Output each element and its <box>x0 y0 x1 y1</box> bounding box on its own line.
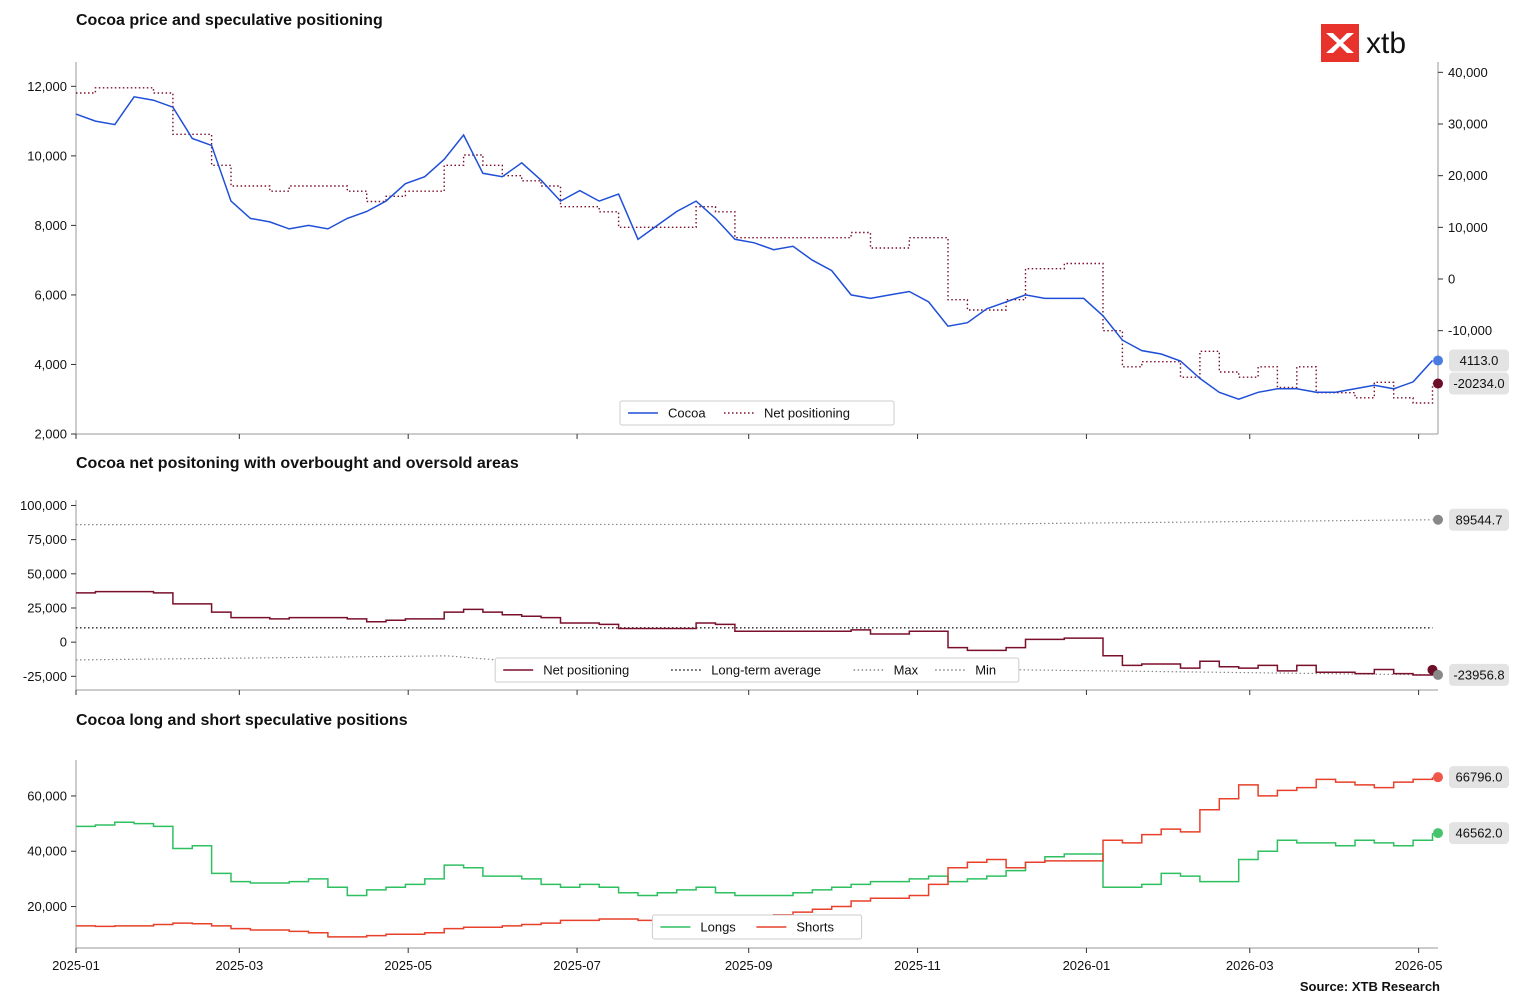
legend-label-net-positioning: Net positioning <box>764 406 850 421</box>
y-tick-label: 60,000 <box>27 788 67 803</box>
max-last-value: 89544.7 <box>1456 512 1503 527</box>
longs-last-value-bg <box>1449 822 1509 845</box>
y-tick-label: 4,000 <box>34 357 67 372</box>
y-tick-label: -25,000 <box>23 669 67 684</box>
y2-tick-label: 0 <box>1448 272 1455 287</box>
y-tick-label: 2,000 <box>34 427 67 442</box>
shorts-last-value-bg <box>1449 766 1509 789</box>
shorts-last-value: 66796.0 <box>1456 770 1503 785</box>
chart-3-title: Cocoa long and short speculative positio… <box>76 712 408 729</box>
longs-last-value-dot <box>1433 828 1443 839</box>
net-positioning-last-value-bg <box>1449 372 1509 395</box>
y-tick-label: 8,000 <box>34 218 67 233</box>
source-note: Source: XTB Research <box>1300 979 1440 994</box>
y-tick-label: 20,000 <box>27 899 67 914</box>
cocoa-last-value: 4113.0 <box>1460 353 1499 368</box>
y-tick-label: 6,000 <box>34 287 67 302</box>
x-tick-label: 2025-11 <box>894 958 941 973</box>
min-last-value: -23956.8 <box>1453 667 1504 682</box>
y2-tick-label: 40,000 <box>1448 65 1488 80</box>
legend-label-net-positioning: Net positioning <box>543 663 629 678</box>
x-tick-label: 2026-05 <box>1395 958 1443 973</box>
longs-line <box>76 821 1434 897</box>
x-tick-label: 2025-09 <box>725 958 773 973</box>
y-tick-label: 100,000 <box>20 498 67 513</box>
net-positioning-last-value-dot <box>1433 378 1443 389</box>
max-last-value-dot <box>1433 514 1443 525</box>
chart-2-title: Cocoa net positoning with overbought and… <box>76 455 519 472</box>
y2-tick-label: 10,000 <box>1448 220 1488 235</box>
net-positioning-line <box>76 87 1434 404</box>
x-tick-label: 2025-05 <box>384 958 432 973</box>
x-tick-label: 2025-03 <box>215 958 263 973</box>
x-tick-label: 2026-03 <box>1226 958 1274 973</box>
x-tick-label: 2025-01 <box>52 958 100 973</box>
y-tick-label: 10,000 <box>27 148 67 163</box>
xtb-logo-x-icon <box>1326 33 1354 53</box>
y-tick-label: 40,000 <box>27 844 67 859</box>
y-tick-label: 0 <box>60 635 67 650</box>
legend-label-long-term-average: Long-term average <box>711 663 821 678</box>
legend-label-min: Min <box>975 663 996 678</box>
max-line <box>75 519 1433 526</box>
chart-1-title: Cocoa price and speculative positioning <box>76 12 383 29</box>
min-last-value-dot <box>1433 669 1443 680</box>
y-tick-label: 75,000 <box>27 532 67 547</box>
cocoa-last-value-bg <box>1449 349 1509 372</box>
y-tick-label: 50,000 <box>27 566 67 581</box>
legend-label-max: Max <box>894 663 919 678</box>
cocoa-price-line <box>75 95 1434 400</box>
xtb-logo: xtb <box>1321 24 1406 62</box>
legend-label-shorts: Shorts <box>796 920 834 935</box>
legend-label-longs: Longs <box>700 920 736 935</box>
min-last-value-bg <box>1449 663 1509 686</box>
x-tick-label: 2025-07 <box>553 958 601 973</box>
y-tick-label: 12,000 <box>27 79 67 94</box>
net-positioning-last-value: -20234.0 <box>1453 376 1504 391</box>
legend-label-cocoa: Cocoa <box>668 406 706 421</box>
y2-tick-label: 20,000 <box>1448 168 1488 183</box>
shorts-line <box>76 777 1434 938</box>
chart-1-legend-box <box>494 657 1020 683</box>
net-positioning-step-line <box>76 590 1434 676</box>
x-tick-label: 2026-01 <box>1063 958 1111 973</box>
y-tick-label: 25,000 <box>27 600 67 615</box>
longs-last-value: 46562.0 <box>1456 826 1503 841</box>
y2-tick-label: -10,000 <box>1448 323 1492 338</box>
max-last-value-bg <box>1449 508 1509 531</box>
cocoa-last-value-dot <box>1433 355 1443 366</box>
y2-tick-label: 30,000 <box>1448 117 1488 132</box>
xtb-logo-text: xtb <box>1366 27 1406 60</box>
chart-0-legend-box <box>619 400 895 426</box>
shorts-last-value-dot <box>1433 772 1443 783</box>
